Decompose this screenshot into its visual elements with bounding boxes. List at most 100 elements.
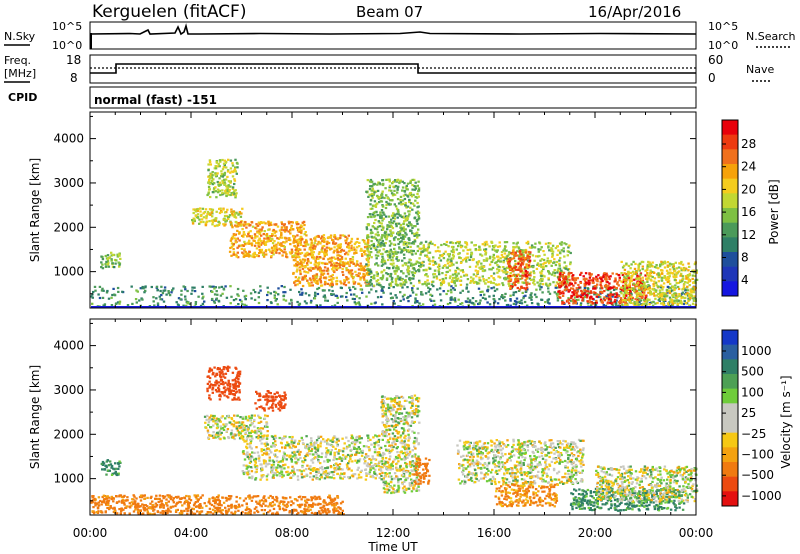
power-cell	[523, 267, 526, 270]
velocity-cell	[331, 498, 334, 501]
power-cell	[628, 299, 632, 302]
power-cell	[214, 219, 217, 222]
power-cell	[390, 218, 393, 221]
power-cell	[394, 252, 397, 255]
power-cell	[274, 291, 278, 294]
velocity-cell	[271, 501, 275, 504]
velocity-cell	[158, 497, 161, 500]
power-cell	[351, 297, 355, 300]
power-cell	[618, 279, 621, 282]
velocity-cell	[319, 503, 322, 506]
power-cell	[632, 287, 635, 290]
power-cell	[346, 268, 349, 272]
power-cell	[371, 194, 374, 197]
power-cell	[294, 252, 297, 255]
power-cell	[283, 245, 286, 249]
power-cell	[268, 235, 272, 238]
power-cell	[519, 252, 522, 255]
power-cell	[329, 261, 332, 264]
power-cell	[354, 287, 357, 290]
velocity-cell	[102, 494, 106, 497]
power-cell	[539, 248, 542, 251]
power-cell	[106, 254, 110, 257]
velocity-cell	[248, 497, 251, 500]
power-cell	[636, 301, 639, 304]
power-cell	[359, 262, 362, 265]
power-cell	[648, 274, 651, 277]
velocity-cell	[205, 513, 208, 516]
velocity-cell	[149, 496, 152, 500]
power-cell	[206, 210, 210, 214]
power-cell	[352, 285, 355, 289]
velocity-cell	[192, 508, 195, 511]
power-cell	[469, 281, 472, 284]
power-cell	[371, 213, 375, 216]
power-cell	[548, 283, 552, 286]
power-cell	[640, 279, 643, 282]
power-cell	[337, 246, 340, 249]
velocity-cell	[145, 508, 148, 511]
velocity-cell	[244, 512, 247, 515]
power-cell	[626, 303, 629, 307]
velocity-cell	[323, 499, 326, 502]
power-cell	[508, 276, 511, 279]
power-cell	[211, 223, 214, 226]
power-cell	[421, 261, 424, 264]
power-cell	[459, 261, 463, 264]
power-cell	[424, 292, 428, 295]
power-cell	[227, 189, 230, 192]
power-cell	[304, 271, 308, 274]
power-cell	[175, 301, 178, 304]
power-cell	[389, 297, 393, 300]
power-cell	[325, 249, 328, 252]
power-cell	[335, 282, 339, 286]
power-cell	[672, 299, 676, 302]
power-cell	[390, 250, 393, 253]
power-cell	[519, 274, 522, 277]
power-y-label: Slant Range [km]	[28, 158, 42, 262]
velocity-cell	[208, 502, 212, 505]
velocity-cell	[341, 500, 344, 503]
power-cell	[524, 294, 527, 297]
power-cell	[321, 247, 324, 250]
velocity-cell	[146, 510, 149, 513]
power-cell	[296, 263, 299, 266]
power-cell	[350, 269, 354, 272]
power-cell	[367, 256, 370, 259]
power-cell	[684, 301, 688, 305]
power-cell	[507, 253, 510, 256]
velocity-cell	[110, 466, 113, 469]
power-cell	[567, 250, 571, 253]
power-cell	[193, 219, 196, 223]
power-cell	[98, 285, 102, 288]
power-cell	[625, 262, 628, 265]
power-cell	[308, 294, 311, 297]
power-cell	[264, 222, 267, 225]
power-cell	[567, 273, 570, 276]
power-cell	[548, 262, 551, 265]
power-cell	[250, 242, 253, 245]
velocity-cell	[310, 499, 313, 502]
power-cell	[532, 270, 535, 273]
power-cell	[680, 267, 683, 270]
power-cell	[491, 245, 495, 248]
power-cell	[347, 234, 350, 237]
power-cell	[414, 252, 417, 255]
power-cell	[191, 289, 194, 292]
power-cell	[686, 276, 690, 279]
power-cell	[661, 298, 664, 301]
power-cell	[586, 282, 589, 285]
power-cell	[592, 291, 596, 294]
power-cell	[244, 223, 248, 226]
power-cell	[487, 280, 490, 284]
power-cell	[420, 291, 423, 294]
power-cell	[578, 286, 581, 289]
power-cell	[361, 291, 364, 294]
power-cell	[691, 302, 695, 305]
power-cell	[688, 304, 691, 307]
power-cell	[511, 257, 514, 260]
power-cell	[449, 275, 452, 278]
power-cell	[282, 291, 285, 294]
power-cell	[406, 250, 409, 253]
power-cell	[657, 295, 660, 298]
